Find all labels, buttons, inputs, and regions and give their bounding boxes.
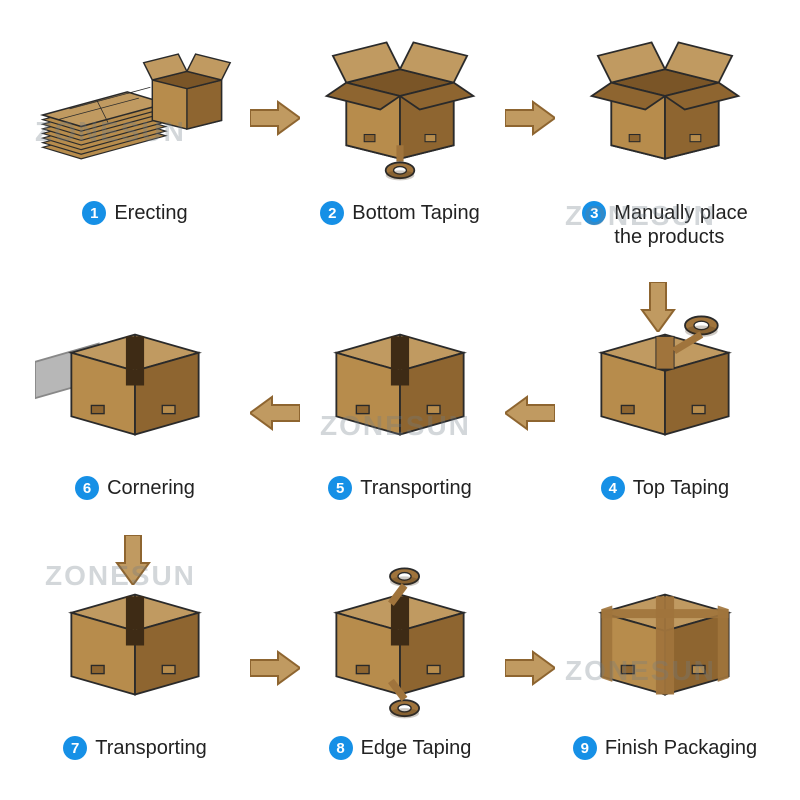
step-3: 3 Manually placethe products [540,15,790,249]
step-5-badge: 5 [328,476,352,500]
step-1-badge: 1 [82,201,106,225]
step-2-label: Bottom Taping [352,201,480,225]
step-3-caption: 3 Manually placethe products [540,201,790,249]
step-1-caption: 1 Erecting [10,201,260,225]
step-8-illustration [275,550,525,730]
step-7-badge: 7 [63,736,87,760]
step-4-caption: 4 Top Taping [540,476,790,500]
step-5: 5 Transporting [275,290,525,500]
flow-arrow-2 [505,100,555,136]
step-6: 6 Cornering [10,290,260,500]
step-3-label: Manually placethe products [614,201,747,249]
step-2-caption: 2 Bottom Taping [275,201,525,225]
step-6-illustration [10,290,260,470]
step-9-label: Finish Packaging [605,736,757,760]
flow-arrow-3 [640,282,676,332]
step-6-label: Cornering [107,476,195,500]
step-7-label: Transporting [95,736,207,760]
flow-arrow-8 [505,650,555,686]
step-2-illustration [275,15,525,195]
step-5-caption: 5 Transporting [275,476,525,500]
step-9-caption: 9 Finish Packaging [540,736,790,760]
step-5-illustration [275,290,525,470]
step-2: 2 Bottom Taping [275,15,525,225]
step-1-illustration [10,15,260,195]
step-8-badge: 8 [329,736,353,760]
step-3-illustration [540,15,790,195]
step-6-badge: 6 [75,476,99,500]
flow-arrow-5 [250,395,300,431]
step-5-label: Transporting [360,476,472,500]
step-1-label: Erecting [114,201,187,225]
step-9-badge: 9 [573,736,597,760]
flow-arrow-1 [250,100,300,136]
step-8: 8 Edge Taping [275,550,525,760]
step-3-badge: 3 [582,201,606,225]
flow-arrow-7 [250,650,300,686]
step-1: 1 Erecting [10,15,260,225]
step-6-caption: 6 Cornering [10,476,260,500]
step-4-badge: 4 [601,476,625,500]
step-2-badge: 2 [320,201,344,225]
flow-arrow-4 [505,395,555,431]
flow-arrow-6 [115,535,151,585]
step-4-label: Top Taping [633,476,729,500]
step-8-label: Edge Taping [361,736,472,760]
step-9-illustration [540,550,790,730]
step-9: 9 Finish Packaging [540,550,790,760]
step-8-caption: 8 Edge Taping [275,736,525,760]
step-7-caption: 7 Transporting [10,736,260,760]
